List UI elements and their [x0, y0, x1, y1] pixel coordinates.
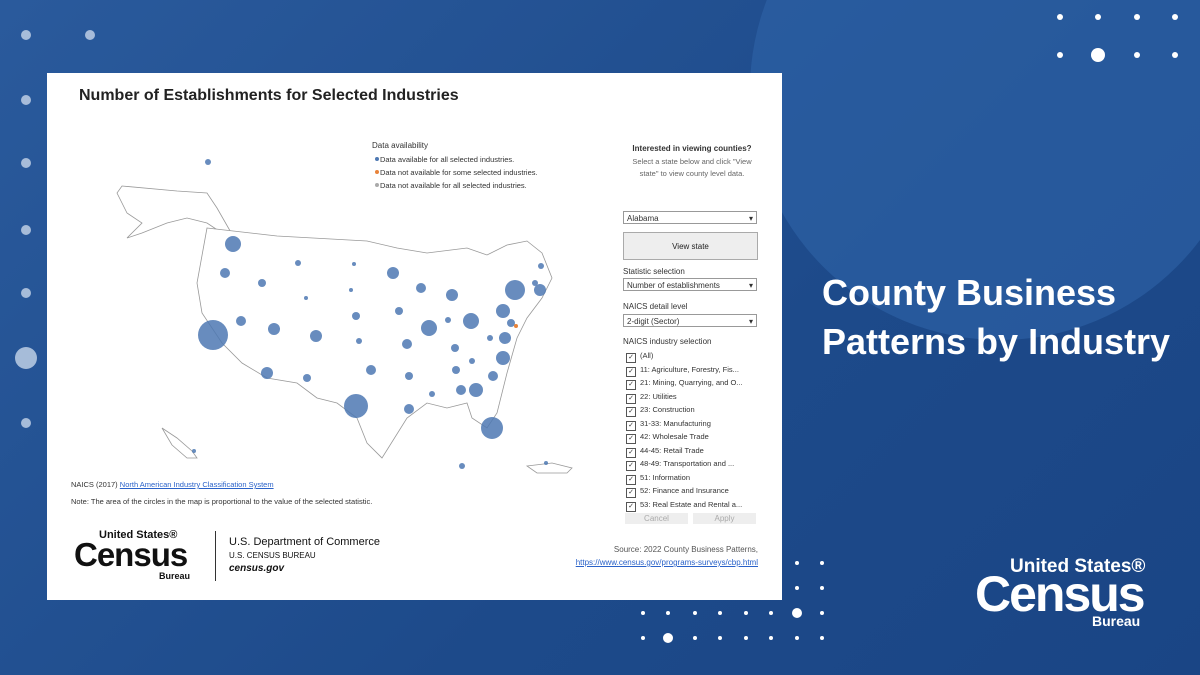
industry-name: (All): [640, 351, 654, 360]
checkbox[interactable]: ✓: [626, 474, 636, 485]
statistic-dropdown[interactable]: Number of establishments: [623, 278, 757, 292]
legend-title: Data availability: [372, 141, 429, 150]
checkbox[interactable]: ✓: [626, 420, 636, 431]
checkbox[interactable]: ✓: [626, 434, 636, 444]
naics-prefix-text: NAICS (2017): [71, 480, 118, 489]
dashboard: Number of Establishments for Selected In…: [47, 73, 782, 600]
site: census.gov: [229, 563, 285, 574]
industry-checkbox[interactable]: ✓ 42: Wholesale Trade: [626, 432, 709, 444]
detail-dropdown[interactable]: 2-digit (Sector): [623, 314, 757, 328]
industry-checkbox[interactable]: ✓ (All): [626, 351, 653, 363]
industry-checkbox[interactable]: ✓ 53: Real Estate and Rental a...: [626, 500, 742, 512]
industry-name: 52: Finance and Insurance: [640, 486, 729, 495]
naics-link[interactable]: North American Industry Classification S…: [119, 480, 274, 489]
industry-checkbox[interactable]: ✓ 22: Utilities: [626, 392, 677, 404]
view-state-button[interactable]: View state: [623, 232, 758, 260]
checkbox[interactable]: ✓: [626, 447, 636, 458]
department: U.S. Department of Commerce: [229, 536, 380, 548]
checkbox[interactable]: ✓: [626, 380, 636, 390]
legend-item: Data available for all selected industri…: [380, 155, 515, 164]
bureau: U.S. CENSUS BUREAU: [229, 551, 316, 560]
panel-heading: Interested in viewing counties?: [632, 144, 752, 153]
note: Note: The area of the circles in the map…: [71, 497, 373, 506]
industry-checkbox[interactable]: ✓ 52: Finance and Insurance: [626, 486, 729, 498]
brand-top: United States®: [1010, 556, 1146, 577]
brand-bottom: Bureau: [1092, 613, 1141, 629]
checkbox[interactable]: ✓: [626, 393, 636, 404]
industry-checkbox[interactable]: ✓ 11: Agriculture, Forestry, Fis...: [626, 365, 739, 377]
naics-prefix: NAICS (2017) North American Industry Cla…: [71, 480, 274, 489]
industry-checkbox[interactable]: ✓ 44-45: Retail Trade: [626, 446, 704, 458]
cancel-button[interactable]: Cancel: [625, 513, 688, 524]
legend-item: Data not available for all selected indu…: [380, 181, 527, 190]
industry-name: 42: Wholesale Trade: [640, 432, 709, 441]
logo-bottom: Bureau: [159, 571, 191, 581]
source-url[interactable]: https://www.census.gov/programs-surveys/…: [575, 558, 758, 567]
panel-instructions: Select a state below and click "View sta…: [632, 157, 752, 178]
industry-name: 53: Real Estate and Rental a...: [640, 499, 743, 509]
checkbox[interactable]: ✓: [626, 353, 636, 363]
industry-checkbox[interactable]: ✓ 23: Construction: [626, 405, 695, 417]
industry-name: 21: Mining, Quarrying, and O...: [640, 378, 743, 387]
logo-main: Census: [74, 536, 188, 573]
industry-name: 51: Information: [640, 472, 691, 482]
map: [116, 157, 573, 474]
apply-button[interactable]: Apply: [693, 513, 756, 524]
headline: County Business Patterns by Industry: [822, 272, 1171, 362]
industry-name: 44-45: Retail Trade: [640, 445, 704, 455]
title: Number of Establishments for Selected In…: [79, 87, 459, 104]
legend-item: Data not available for some selected ind…: [380, 168, 538, 177]
state-dropdown[interactable]: Alabama: [623, 211, 757, 225]
logo-top: United States®: [99, 529, 178, 541]
statistic-label: Statistic selection: [623, 267, 685, 276]
industry-name: 23: Construction: [640, 405, 695, 414]
industry-name: 31-33: Manufacturing: [640, 418, 711, 428]
industry-checkbox[interactable]: ✓ 31-33: Manufacturing: [626, 419, 711, 431]
divider: [215, 531, 216, 581]
industry-checkbox[interactable]: ✓ 48-49: Transportation and ...: [626, 459, 734, 471]
checkbox[interactable]: ✓: [626, 488, 636, 498]
brand-main: Census: [975, 566, 1146, 622]
industry-name: 11: Agriculture, Forestry, Fis...: [640, 364, 739, 374]
industry-label: NAICS industry selection: [623, 337, 712, 346]
source: Source: 2022 County Business Patterns,: [613, 545, 758, 554]
industry-checkbox[interactable]: ✓ 21: Mining, Quarrying, and O...: [626, 378, 743, 390]
checkbox[interactable]: ✓: [626, 501, 636, 512]
checkbox[interactable]: ✓: [626, 407, 636, 417]
industry-name: 48-49: Transportation and ...: [640, 459, 735, 468]
detail-label: NAICS detail level: [623, 302, 688, 311]
industry-checkbox[interactable]: ✓ 51: Information: [626, 473, 690, 485]
checkbox[interactable]: ✓: [626, 366, 636, 377]
industry-name: 22: Utilities: [640, 391, 677, 401]
checkbox[interactable]: ✓: [626, 461, 636, 471]
